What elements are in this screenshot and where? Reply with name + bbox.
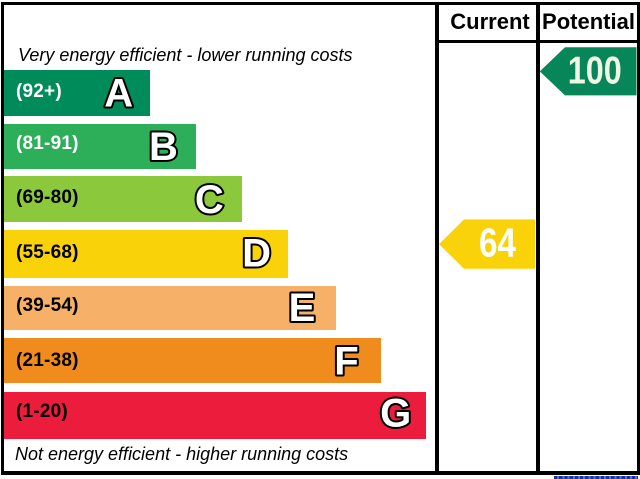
svg-text:B: B	[149, 125, 178, 169]
svg-text:C: C	[195, 178, 224, 222]
svg-text:A: A	[104, 72, 133, 116]
svg-text:64: 64	[479, 219, 516, 265]
svg-text:G: G	[380, 391, 411, 435]
svg-text:F: F	[334, 340, 358, 384]
svg-text:100: 100	[568, 49, 622, 92]
svg-text:E: E	[289, 286, 316, 330]
svg-text:D: D	[242, 232, 271, 276]
